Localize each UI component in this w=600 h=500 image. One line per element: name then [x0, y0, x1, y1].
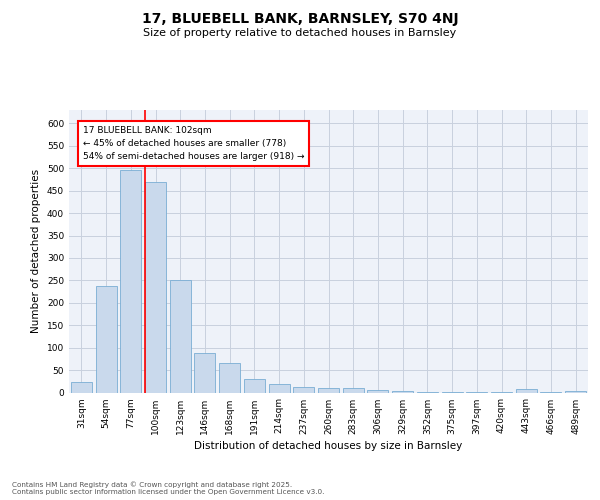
Bar — [293, 386, 314, 392]
Bar — [145, 182, 166, 392]
Bar — [194, 353, 215, 393]
Bar — [367, 390, 388, 392]
Bar — [565, 391, 586, 392]
Bar — [170, 280, 191, 392]
Bar — [120, 170, 141, 392]
Text: 17, BLUEBELL BANK, BARNSLEY, S70 4NJ: 17, BLUEBELL BANK, BARNSLEY, S70 4NJ — [142, 12, 458, 26]
Bar — [95, 286, 116, 393]
Bar — [219, 364, 240, 392]
Bar — [269, 384, 290, 392]
X-axis label: Distribution of detached houses by size in Barnsley: Distribution of detached houses by size … — [194, 440, 463, 450]
Text: Size of property relative to detached houses in Barnsley: Size of property relative to detached ho… — [143, 28, 457, 38]
Bar — [392, 391, 413, 392]
Bar — [244, 379, 265, 392]
Bar — [343, 388, 364, 392]
Text: Contains HM Land Registry data © Crown copyright and database right 2025.
Contai: Contains HM Land Registry data © Crown c… — [12, 482, 325, 495]
Bar — [318, 388, 339, 392]
Bar — [516, 390, 537, 392]
Text: 17 BLUEBELL BANK: 102sqm
← 45% of detached houses are smaller (778)
54% of semi-: 17 BLUEBELL BANK: 102sqm ← 45% of detach… — [83, 126, 304, 161]
Bar — [71, 382, 92, 392]
Y-axis label: Number of detached properties: Number of detached properties — [31, 169, 41, 334]
